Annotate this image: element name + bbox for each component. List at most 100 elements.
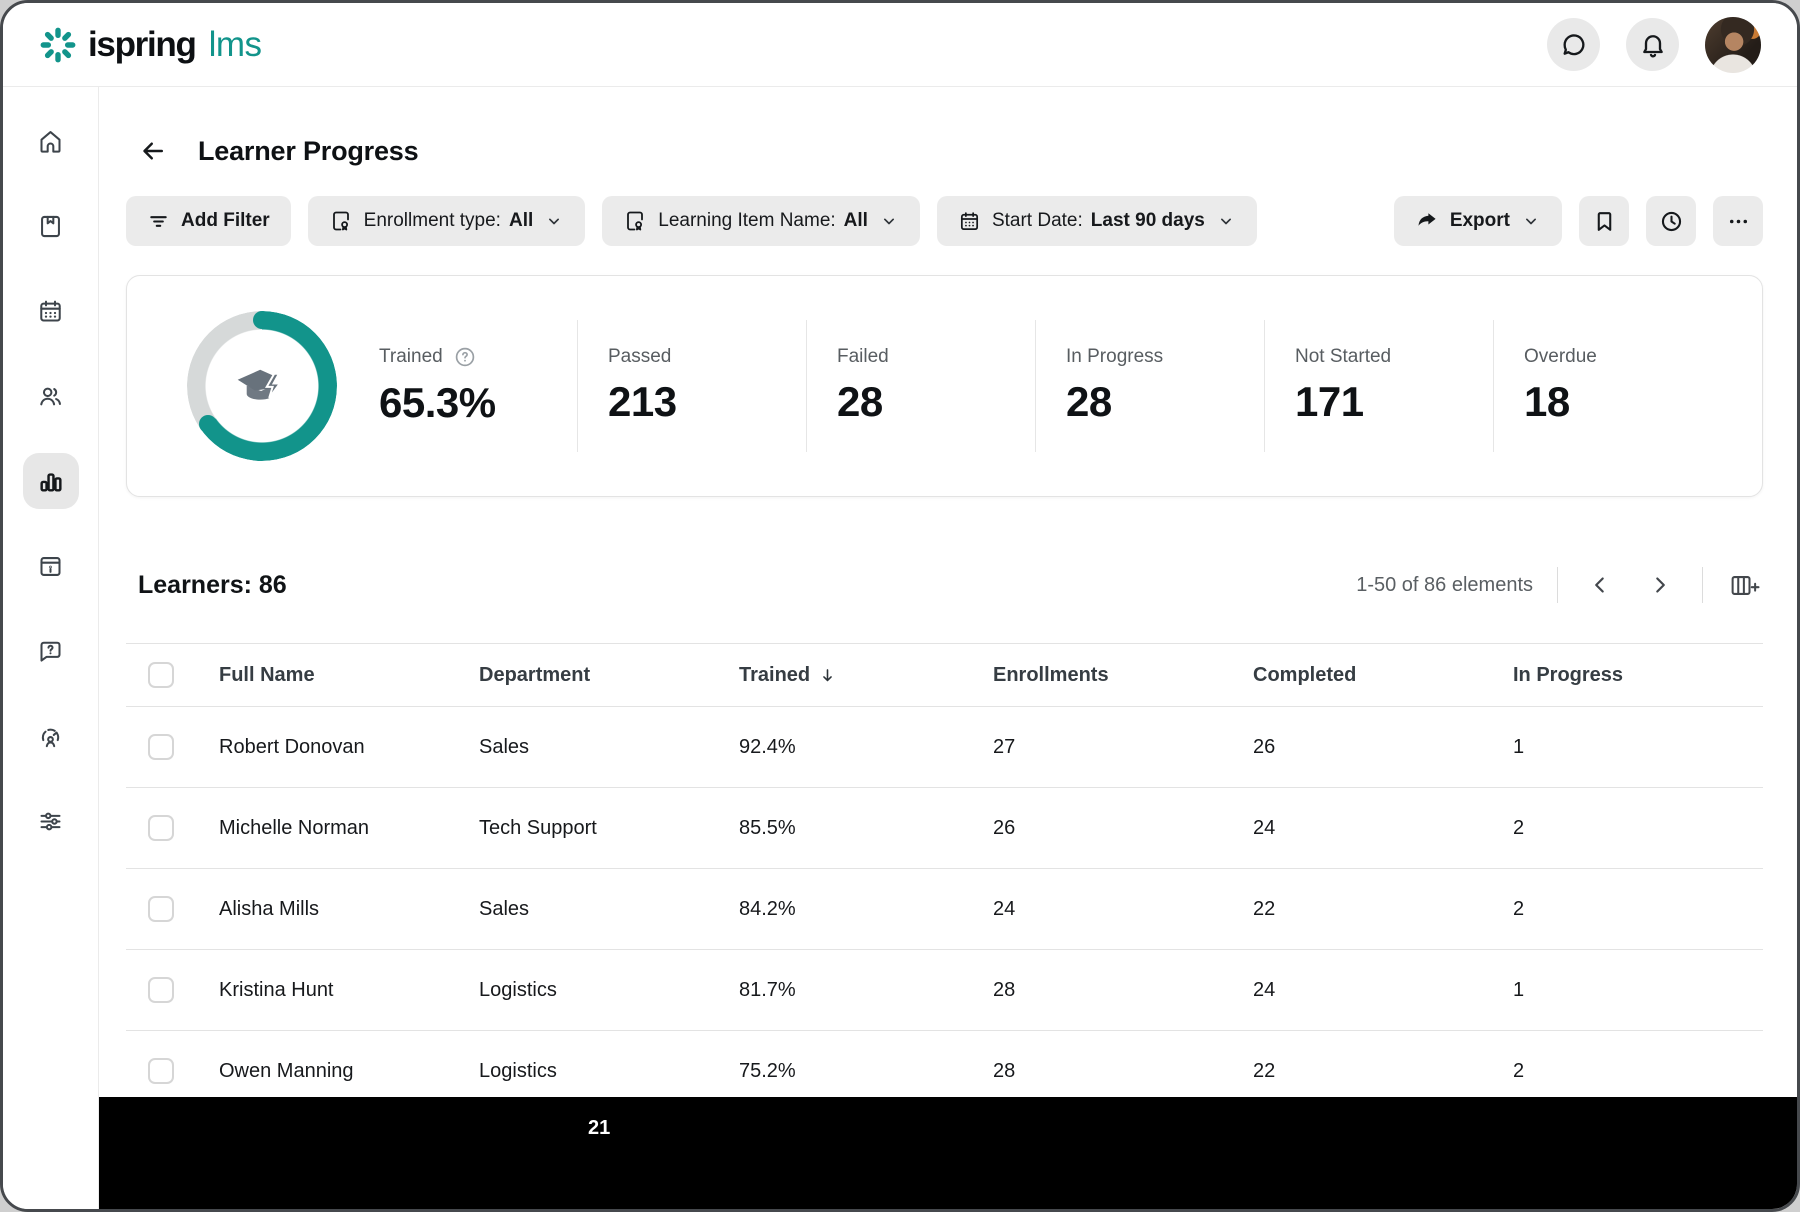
cell-full-name: Kristina Hunt <box>219 978 334 1001</box>
graduation-cap-bolt-icon <box>187 311 337 461</box>
filter-icon <box>147 210 170 233</box>
help-circle-icon[interactable] <box>453 345 477 369</box>
back-button[interactable] <box>136 134 170 168</box>
cell-full-name: Robert Donovan <box>219 735 365 758</box>
cell-enrollments: 28 <box>993 1059 1016 1082</box>
stat-value: 171 <box>1295 378 1364 425</box>
stat-label: In Progress <box>1066 346 1164 367</box>
sidebar-item-courses[interactable] <box>23 198 79 254</box>
stat-label: Failed <box>837 346 889 367</box>
row-checkbox[interactable] <box>148 896 174 922</box>
row-checkbox[interactable] <box>148 815 174 841</box>
cell-trained: 81.7% <box>739 978 796 1001</box>
cell-in-progress: 2 <box>1513 1059 1525 1082</box>
add-filter-button[interactable]: Add Filter <box>126 196 291 246</box>
notifications-button[interactable] <box>1626 18 1679 71</box>
learners-table: Full Name Department Trained Enrollments… <box>126 643 1763 1112</box>
sidebar-item-users[interactable] <box>23 368 79 424</box>
cell-enrollments: 28 <box>993 978 1016 1001</box>
cell-in-progress: 2 <box>1513 816 1525 839</box>
column-header-department[interactable]: Department <box>479 663 591 686</box>
previous-page-button[interactable] <box>1582 567 1618 603</box>
row-checkbox[interactable] <box>148 977 174 1003</box>
sidebar-item-help[interactable] <box>23 623 79 679</box>
cell-department: Logistics <box>479 978 557 1001</box>
sidebar-item-info[interactable] <box>23 538 79 594</box>
info-panel-icon <box>37 553 64 580</box>
ispring-logo[interactable]: ispring lms <box>39 25 262 65</box>
filter-toolbar: Add Filter Enrollment type: All <box>126 196 1763 246</box>
donut-cap <box>199 415 217 433</box>
table-row[interactable]: Alisha Mills Sales 84.2% 24 22 2 <box>126 869 1763 950</box>
column-header-completed[interactable]: Completed <box>1253 663 1357 686</box>
stat-not-started: Not Started 171 <box>1264 320 1493 452</box>
sidebar-item-home[interactable] <box>23 113 79 169</box>
stat-label: Not Started <box>1295 346 1392 367</box>
start-date-filter[interactable]: Start Date: Last 90 days <box>936 196 1257 246</box>
bell-icon <box>1639 31 1667 59</box>
stat-passed: Passed 213 <box>577 320 806 452</box>
cell-trained: 92.4% <box>739 735 796 758</box>
table-row[interactable]: Owen Manning Logistics 75.2% 28 22 2 <box>126 1031 1763 1112</box>
home-icon <box>37 128 64 155</box>
cell-completed: 22 <box>1253 1059 1276 1082</box>
cell-department: Sales <box>479 735 530 758</box>
learners-count-title: Learners: 86 <box>138 570 287 599</box>
column-header-trained[interactable]: Trained <box>739 664 993 687</box>
calendar-small-icon <box>958 210 981 233</box>
clock-icon <box>1659 209 1684 234</box>
enrollment-type-label: Enrollment type: <box>363 210 501 231</box>
stat-value: 28 <box>837 378 883 425</box>
stat-trained: Trained 65.3% <box>377 320 577 452</box>
cell-full-name: Michelle Norman <box>219 816 370 839</box>
enrollment-type-value: All <box>508 210 534 231</box>
stat-failed: Failed 28 <box>806 320 1035 452</box>
row-checkbox[interactable] <box>148 1058 174 1084</box>
summary-card: Trained 65.3% Passed <box>126 275 1763 497</box>
sidebar-item-performance[interactable] <box>23 708 79 764</box>
user-avatar[interactable] <box>1705 16 1761 73</box>
stat-overdue: Overdue 18 <box>1493 320 1722 452</box>
page-title: Learner Progress <box>198 135 419 166</box>
book-icon <box>37 213 64 240</box>
cell-department: Tech Support <box>479 816 597 839</box>
sidebar-item-reports[interactable] <box>22 453 79 509</box>
start-date-label: Start Date: <box>991 210 1083 231</box>
sort-descending-icon <box>818 666 837 685</box>
stat-value: 65.3% <box>379 379 496 426</box>
logo-text-secondary: lms <box>208 24 262 64</box>
sidebar-item-settings[interactable] <box>23 793 79 849</box>
topbar-actions <box>1547 16 1761 73</box>
manage-columns-button[interactable] <box>1727 567 1763 603</box>
sidebar-item-calendar[interactable] <box>23 283 79 339</box>
export-button[interactable]: Export <box>1393 196 1562 246</box>
pagination: 1-50 of 86 elements <box>1356 567 1763 603</box>
row-checkbox[interactable] <box>148 734 174 760</box>
learning-item-name-value: All <box>843 210 868 231</box>
saved-reports-button[interactable] <box>1579 196 1629 246</box>
cell-department: Logistics <box>479 1059 557 1082</box>
stat-label: Trained <box>379 346 443 367</box>
column-header-full-name[interactable]: Full Name <box>219 663 315 686</box>
cell-completed: 24 <box>1253 816 1276 839</box>
table-row[interactable]: Michelle Norman Tech Support 85.5% 26 24… <box>126 788 1763 869</box>
table-row[interactable]: Kristina Hunt Logistics 81.7% 28 24 1 <box>126 950 1763 1031</box>
users-icon <box>37 383 64 410</box>
cell-full-name: Owen Manning <box>219 1059 354 1082</box>
select-all-checkbox[interactable] <box>148 662 174 688</box>
more-options-button[interactable] <box>1713 196 1763 246</box>
column-header-enrollments[interactable]: Enrollments <box>993 663 1109 686</box>
summary-stats: Trained 65.3% Passed <box>377 320 1722 452</box>
cell-in-progress: 1 <box>1513 978 1525 1001</box>
learning-item-icon <box>623 209 647 233</box>
enrollment-type-filter[interactable]: Enrollment type: All <box>307 196 586 246</box>
next-page-button[interactable] <box>1642 567 1678 603</box>
stat-value: 18 <box>1524 378 1570 425</box>
learning-item-name-label: Learning Item Name: <box>658 210 836 231</box>
learning-item-name-filter[interactable]: Learning Item Name: All <box>602 196 920 246</box>
chat-button[interactable] <box>1547 18 1600 71</box>
column-header-in-progress[interactable]: In Progress <box>1513 663 1624 686</box>
table-row[interactable]: Robert Donovan Sales 92.4% 27 26 1 <box>126 707 1763 788</box>
schedule-button[interactable] <box>1646 196 1696 246</box>
